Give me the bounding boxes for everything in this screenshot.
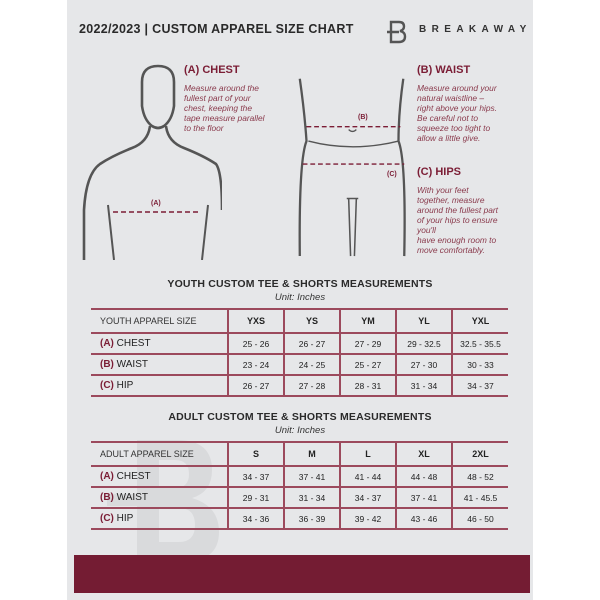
cell: 46 - 50 [451, 508, 508, 530]
size-header: YXS [227, 308, 284, 334]
size-header: XL [395, 441, 452, 467]
row-label: (A) CHEST [91, 333, 228, 355]
row-label: (A) CHEST [91, 466, 228, 488]
cell: 29 - 32.5 [395, 333, 452, 355]
waist-description: Measure around your natural waistline – … [417, 83, 498, 143]
youth-size-table: YOUTH APPAREL SIZE YXS YS YM YL YXL (A) … [91, 308, 508, 397]
cell: 25 - 27 [339, 354, 396, 376]
page-title: 2022/2023 | CUSTOM APPAREL SIZE CHART [79, 22, 354, 36]
cell: 27 - 28 [283, 375, 340, 397]
cell: 31 - 34 [395, 375, 452, 397]
cell: 31 - 34 [283, 487, 340, 509]
cell: 37 - 41 [283, 466, 340, 488]
cell: 25 - 26 [227, 333, 284, 355]
hips-marker: (C) [387, 171, 397, 178]
cell: 41 - 44 [339, 466, 396, 488]
row-name: CHEST [116, 471, 151, 482]
brand-logo [387, 20, 407, 44]
size-header: L [339, 441, 396, 467]
footer-band [74, 555, 530, 593]
row-letter: (A) [100, 471, 114, 482]
cell: 39 - 42 [339, 508, 396, 530]
cell: 36 - 39 [283, 508, 340, 530]
cell: 37 - 41 [395, 487, 452, 509]
row-name: WAIST [116, 359, 148, 370]
waist-marker: (B) [358, 114, 368, 121]
adult-size-table: ADULT APPAREL SIZE S M L XL 2XL (A) CHES… [91, 441, 508, 530]
cell: 34 - 37 [227, 466, 284, 488]
cell: 30 - 33 [451, 354, 508, 376]
size-header: YS [283, 308, 340, 334]
cell: 26 - 27 [283, 333, 340, 355]
chest-description: Measure around the fullest part of your … [184, 83, 265, 133]
cell: 27 - 30 [395, 354, 452, 376]
row-letter: (B) [100, 359, 114, 370]
brand-name: BREAKAWAY [419, 24, 532, 35]
size-header: S [227, 441, 284, 467]
row-name: HIP [116, 380, 134, 391]
row-label: (B) WAIST [91, 354, 228, 376]
row-letter: (B) [100, 492, 114, 503]
size-header: YL [395, 308, 452, 334]
cell: 43 - 46 [395, 508, 452, 530]
row-letter: (C) [100, 513, 114, 524]
row-name: CHEST [116, 338, 151, 349]
table-row: (B) WAIST 23 - 24 24 - 25 25 - 27 27 - 3… [91, 354, 508, 376]
size-header: YM [339, 308, 396, 334]
cell: 24 - 25 [283, 354, 340, 376]
hips-description: With your feet together, measure around … [417, 185, 499, 255]
size-header: M [283, 441, 340, 467]
cell: 27 - 29 [339, 333, 396, 355]
header-label: ADULT APPAREL SIZE [91, 441, 228, 467]
cell: 34 - 37 [451, 375, 508, 397]
youth-table-title: YOUTH CUSTOM TEE & SHORTS MEASUREMENTS [167, 278, 433, 290]
row-letter: (A) [100, 338, 114, 349]
row-label: (B) WAIST [91, 487, 228, 509]
row-label: (C) HIP [91, 375, 228, 397]
table-header-row: ADULT APPAREL SIZE S M L XL 2XL [91, 441, 508, 467]
cell: 29 - 31 [227, 487, 284, 509]
torso-figure [82, 64, 222, 260]
youth-table-unit: Unit: Inches [274, 292, 326, 303]
size-header: 2XL [451, 441, 508, 467]
cell: 26 - 27 [227, 375, 284, 397]
table-row: (C) HIP 26 - 27 27 - 28 28 - 31 31 - 34 … [91, 375, 508, 397]
table-row: (A) CHEST 34 - 37 37 - 41 41 - 44 44 - 4… [91, 466, 508, 488]
size-header: YXL [451, 308, 508, 334]
hips-figure [298, 78, 406, 257]
hips-heading: (C) HIPS [417, 166, 461, 178]
table-row: (C) HIP 34 - 36 36 - 39 39 - 42 43 - 46 … [91, 508, 508, 530]
chest-heading: (A) CHEST [184, 64, 240, 76]
cell: 48 - 52 [451, 466, 508, 488]
table-row: (A) CHEST 25 - 26 26 - 27 27 - 29 29 - 3… [91, 333, 508, 355]
waist-heading: (B) WAIST [417, 64, 471, 76]
row-name: HIP [116, 513, 134, 524]
cell: 23 - 24 [227, 354, 284, 376]
cell: 28 - 31 [339, 375, 396, 397]
adult-table-unit: Unit: Inches [274, 425, 326, 436]
adult-table-title: ADULT CUSTOM TEE & SHORTS MEASUREMENTS [168, 411, 432, 423]
header-label: YOUTH APPAREL SIZE [91, 308, 228, 334]
row-letter: (C) [100, 380, 114, 391]
table-row: (B) WAIST 29 - 31 31 - 34 34 - 37 37 - 4… [91, 487, 508, 509]
size-chart-page: 2022/2023 | CUSTOM APPAREL SIZE CHART BR… [67, 0, 533, 600]
cell: 44 - 48 [395, 466, 452, 488]
row-name: WAIST [116, 492, 148, 503]
cell: 41 - 45.5 [451, 487, 508, 509]
row-label: (C) HIP [91, 508, 228, 530]
cell: 34 - 37 [339, 487, 396, 509]
chest-marker: (A) [151, 200, 161, 207]
table-header-row: YOUTH APPAREL SIZE YXS YS YM YL YXL [91, 308, 508, 334]
cell: 34 - 36 [227, 508, 284, 530]
cell: 32.5 - 35.5 [451, 333, 508, 355]
